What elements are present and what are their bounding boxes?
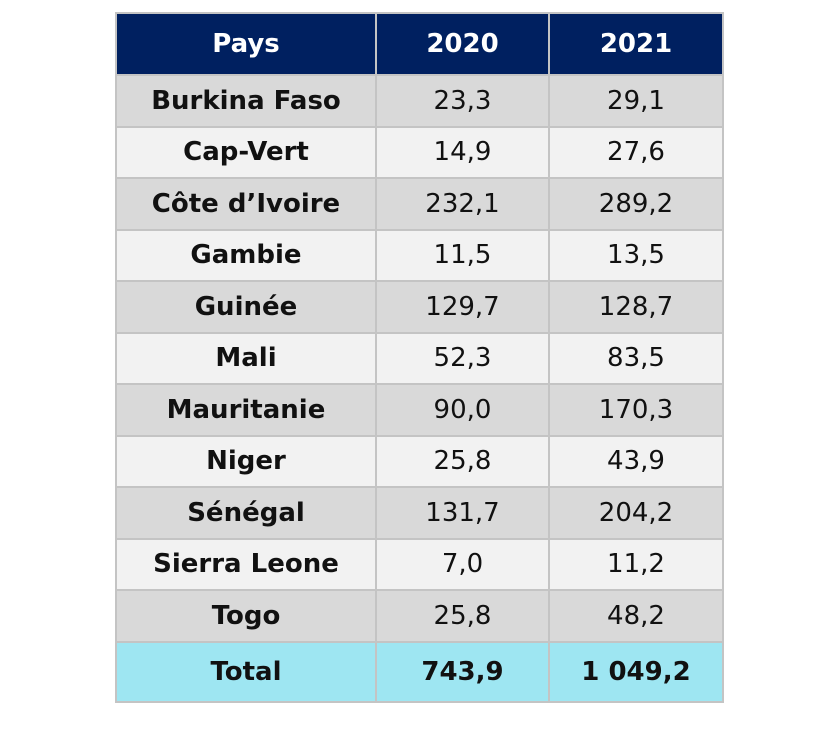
value-2020-cell: 232,1	[375, 177, 550, 231]
total-label: Total	[115, 640, 377, 703]
total-row: Total 743,9 1 049,2	[115, 640, 724, 703]
value-2021-cell: 43,9	[548, 434, 724, 488]
table-row: Mauritanie 90,0 170,3	[115, 383, 724, 437]
total-2020: 743,9	[375, 640, 550, 703]
country-cell: Mali	[115, 331, 377, 385]
value-2021-cell: 13,5	[548, 228, 724, 282]
country-cell: Burkina Faso	[115, 74, 377, 128]
value-2021-cell: 83,5	[548, 331, 724, 385]
value-2020-cell: 25,8	[375, 589, 550, 643]
data-table-container: Pays 2020 2021 Burkina Faso 23,3 29,1 Ca…	[115, 12, 724, 703]
value-2021-cell: 170,3	[548, 383, 724, 437]
table-row: Cap-Vert 14,9 27,6	[115, 125, 724, 179]
table-row: Togo 25,8 48,2	[115, 589, 724, 643]
value-2020-cell: 11,5	[375, 228, 550, 282]
value-2020-cell: 7,0	[375, 537, 550, 591]
value-2021-cell: 27,6	[548, 125, 724, 179]
header-2021: 2021	[548, 12, 724, 76]
table-footer: Total 743,9 1 049,2	[115, 640, 724, 703]
value-2021-cell: 11,2	[548, 537, 724, 591]
header-row: Pays 2020 2021	[115, 12, 724, 76]
table-body: Burkina Faso 23,3 29,1 Cap-Vert 14,9 27,…	[115, 74, 724, 643]
table-header: Pays 2020 2021	[115, 12, 724, 76]
value-2021-cell: 29,1	[548, 74, 724, 128]
value-2021-cell: 204,2	[548, 486, 724, 540]
country-cell: Sierra Leone	[115, 537, 377, 591]
value-2021-cell: 48,2	[548, 589, 724, 643]
total-2021: 1 049,2	[548, 640, 724, 703]
table-row: Côte d’Ivoire 232,1 289,2	[115, 177, 724, 231]
table-row: Sierra Leone 7,0 11,2	[115, 537, 724, 591]
country-cell: Togo	[115, 589, 377, 643]
value-2020-cell: 52,3	[375, 331, 550, 385]
value-2020-cell: 23,3	[375, 74, 550, 128]
country-values-table: Pays 2020 2021 Burkina Faso 23,3 29,1 Ca…	[115, 12, 724, 703]
header-2020: 2020	[375, 12, 550, 76]
value-2020-cell: 25,8	[375, 434, 550, 488]
header-pays: Pays	[115, 12, 377, 76]
table-row: Burkina Faso 23,3 29,1	[115, 74, 724, 128]
value-2020-cell: 14,9	[375, 125, 550, 179]
country-cell: Guinée	[115, 280, 377, 334]
value-2021-cell: 289,2	[548, 177, 724, 231]
value-2021-cell: 128,7	[548, 280, 724, 334]
table-row: Sénégal 131,7 204,2	[115, 486, 724, 540]
country-cell: Côte d’Ivoire	[115, 177, 377, 231]
country-cell: Cap-Vert	[115, 125, 377, 179]
country-cell: Mauritanie	[115, 383, 377, 437]
value-2020-cell: 131,7	[375, 486, 550, 540]
table-row: Guinée 129,7 128,7	[115, 280, 724, 334]
table-row: Niger 25,8 43,9	[115, 434, 724, 488]
table-row: Gambie 11,5 13,5	[115, 228, 724, 282]
country-cell: Sénégal	[115, 486, 377, 540]
value-2020-cell: 129,7	[375, 280, 550, 334]
country-cell: Niger	[115, 434, 377, 488]
country-cell: Gambie	[115, 228, 377, 282]
value-2020-cell: 90,0	[375, 383, 550, 437]
table-row: Mali 52,3 83,5	[115, 331, 724, 385]
